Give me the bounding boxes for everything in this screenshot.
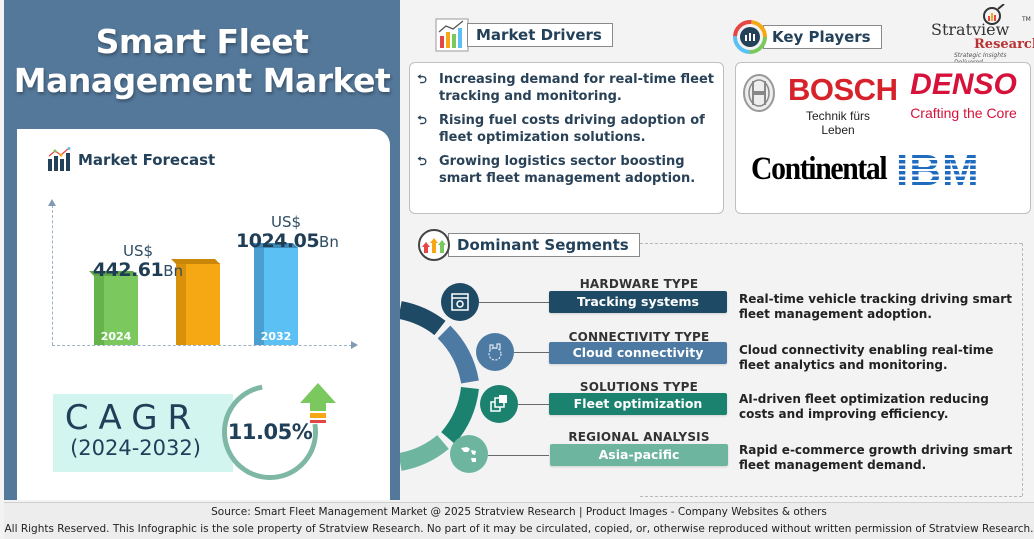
- bar-chart-trend-icon: [48, 147, 71, 171]
- market-drivers-label: Market Drivers: [467, 23, 613, 47]
- footer: Source: Smart Fleet Management Market @ …: [4, 502, 1034, 539]
- divider: [1022, 243, 1023, 496]
- bosch-emblem-icon: [743, 74, 775, 112]
- divider: [640, 496, 1022, 497]
- bullet-icon: ⮌: [417, 113, 427, 127]
- segment-description: Real-time vehicle tracking driving smart…: [739, 292, 1012, 321]
- growth-chart-icon: [435, 18, 469, 52]
- ibm-logo: IBM: [896, 149, 1000, 193]
- segment-icon-hardware: [441, 283, 479, 321]
- segment-value: Asia-pacific: [550, 444, 728, 466]
- market-drivers-heading: Market Drivers: [435, 18, 613, 52]
- driver-text: Increasing demand for real-time fleet tr…: [439, 72, 715, 104]
- divider: [640, 243, 1022, 244]
- brand-tm: TM: [1022, 16, 1031, 23]
- title-line-2: Management Market: [13, 61, 391, 100]
- cagr-box: [53, 394, 233, 472]
- footer-rights: All Rights Reserved. This Infographic is…: [4, 523, 1034, 535]
- bosch-logo: BOSCH Technik fürs Leben: [788, 72, 898, 138]
- connector-line: [488, 455, 549, 456]
- driver-item: ⮌ Increasing demand for real-time fleet …: [415, 71, 715, 105]
- segment-icon-solutions: [480, 385, 518, 423]
- segment-value: Fleet optimization: [549, 393, 727, 415]
- page-title: Smart Fleet Management Market: [4, 22, 400, 100]
- cagr-value: 11.05%: [227, 420, 313, 444]
- forecast-bar-chart: 2024 2032 US$ 442.61Bn US$ 1024.05Bn: [40, 195, 370, 355]
- segment-category: CONNECTIVITY TYPE: [568, 330, 710, 344]
- connector-line: [514, 352, 549, 353]
- segment-value: Cloud connectivity: [549, 342, 727, 364]
- magnifier-chart-icon: [983, 4, 1005, 25]
- footer-source: Source: Smart Fleet Management Market @ …: [211, 506, 827, 518]
- bar-2032: 2032: [249, 243, 298, 345]
- value-number: 1024.05: [236, 230, 320, 252]
- bar-year-label: 2024: [100, 330, 132, 343]
- player-name: DENSO: [910, 68, 1017, 101]
- title-line-1: Smart Fleet: [95, 22, 309, 61]
- bullet-icon: ⮌: [417, 72, 427, 86]
- dominant-segments-heading: Dominant Segments: [417, 228, 640, 262]
- player-tagline: Crafting the Core: [910, 105, 1017, 121]
- up-arrow-icon: [300, 383, 336, 423]
- value-2024: US$ 442.61Bn: [88, 243, 188, 281]
- stratview-logo: Stratview TM Research Strategic Insights…: [930, 4, 1034, 66]
- segment-description: AI-driven fleet optimization reducing co…: [739, 392, 989, 421]
- market-drivers-card: ⮌ Increasing demand for real-time fleet …: [409, 62, 724, 214]
- cagr-label: CAGR: [64, 398, 202, 438]
- value-2032: US$ 1024.05Bn: [236, 213, 339, 252]
- layers-icon: [490, 395, 507, 412]
- currency-label: US$: [122, 242, 154, 260]
- segment-ring: [400, 301, 479, 471]
- segment-icon-regional: [450, 435, 488, 473]
- driver-item: ⮌ Rising fuel costs driving adoption of …: [415, 112, 715, 146]
- segment-icon-connectivity: [476, 333, 514, 371]
- value-unit: Bn: [319, 233, 339, 251]
- player-tagline: Technik fürs Leben: [805, 109, 871, 137]
- bullet-icon: ⮌: [417, 154, 427, 168]
- connector-line: [518, 404, 549, 405]
- value-number: 442.61: [92, 259, 164, 281]
- cagr-period: (2024-2032): [70, 436, 201, 460]
- driver-text: Growing logistics sector boosting smart …: [439, 154, 696, 186]
- value-unit: Bn: [163, 262, 184, 280]
- connector-line: [479, 302, 549, 303]
- driver-text: Rising fuel costs driving adoption of fl…: [439, 113, 705, 145]
- segment-category: REGIONAL ANALYSIS: [568, 430, 710, 444]
- segment-description: Rapid e-commerce growth driving smart fl…: [739, 443, 1013, 472]
- segment-description: Cloud connectivity enabling real-time fl…: [739, 343, 994, 372]
- growth-arrows-icon: [418, 229, 450, 261]
- bar-middle: [171, 259, 220, 345]
- key-players-label: Key Players: [763, 25, 882, 49]
- dominant-segments-label: Dominant Segments: [448, 233, 640, 257]
- player-name: BOSCH: [788, 72, 898, 107]
- settings-window-icon: [451, 293, 469, 311]
- bar-2024: 2024: [89, 271, 138, 345]
- continental-logo: Continental: [751, 151, 888, 187]
- market-forecast-heading: Market Forecast: [46, 147, 215, 173]
- driver-item: ⮌ Growing logistics sector boosting smar…: [415, 153, 715, 187]
- bar-year-label: 2032: [260, 330, 292, 343]
- x-axis: [52, 341, 358, 349]
- globe-icon: [461, 447, 476, 462]
- key-players-card: BOSCH Technik fürs Leben DENSO Crafting …: [735, 62, 1031, 214]
- segment-category: SOLUTIONS TYPE: [579, 380, 699, 394]
- denso-logo: DENSO Crafting the Core: [901, 68, 1026, 122]
- pie-chart-icon: [733, 20, 767, 54]
- key-players-heading: Key Players: [733, 20, 882, 54]
- currency-label: US$: [270, 213, 302, 231]
- segment-value: Tracking systems: [549, 291, 727, 313]
- y-axis: [48, 199, 56, 345]
- brand-sub: Research: [974, 37, 1034, 52]
- cagr-ring-center: [227, 389, 313, 475]
- market-forecast-label: Market Forecast: [78, 151, 216, 169]
- cloud-gear-icon: [488, 343, 502, 361]
- segment-category: HARDWARE TYPE: [579, 277, 699, 291]
- brand-name: Stratview: [931, 20, 1010, 39]
